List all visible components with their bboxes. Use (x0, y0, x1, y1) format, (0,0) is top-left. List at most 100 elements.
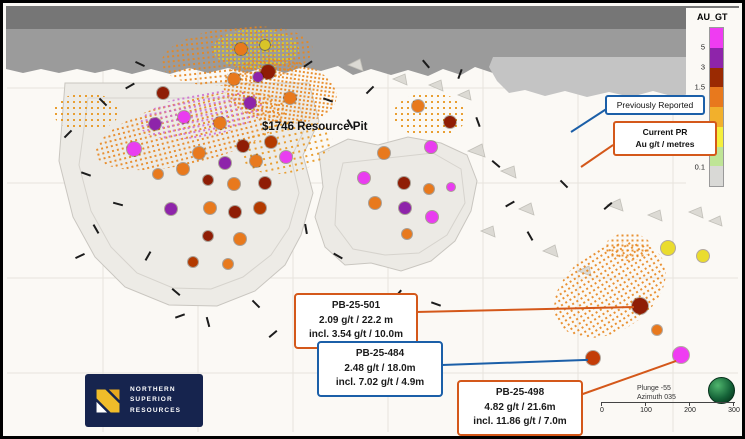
scale-tick-label: 0 (600, 407, 604, 414)
scale-tick (733, 402, 734, 406)
previously-reported-legend: Previously Reported (605, 95, 705, 115)
drill-pierce-point (399, 202, 411, 214)
hole-id: PB-25-498 (495, 387, 545, 398)
included-intercept: incl. 11.86 g/t / 7.0m (473, 416, 567, 427)
colorbar-segment (710, 67, 723, 88)
colorbar-label: 0.1 (694, 162, 705, 172)
drill-pierce-point (378, 147, 390, 159)
colorbar-segment (710, 87, 723, 107)
drill-pierce-point (426, 211, 438, 223)
drill-pierce-point (260, 40, 270, 50)
drill-pierce-point (214, 117, 226, 129)
colorbar-label: 1.5 (694, 82, 705, 92)
drill-pierce-point (235, 43, 247, 55)
drill-pierce-point (250, 155, 262, 167)
drill-pierce-point (219, 157, 231, 169)
drill-pierce-point (165, 203, 177, 215)
drill-pierce-point (280, 151, 292, 163)
drill-pierce-point (259, 177, 271, 189)
orientation-sphere (708, 377, 735, 404)
drill-pierce-point (149, 118, 161, 130)
drill-pierce-point (229, 206, 241, 218)
drill-points-layer (3, 3, 742, 436)
drill-pierce-point (425, 141, 437, 153)
colorbar-label: 3 (700, 62, 705, 72)
included-intercept: incl. 7.02 g/t / 4.9m (335, 377, 425, 388)
drill-pierce-point (586, 351, 600, 365)
drill-pierce-point (632, 298, 648, 314)
mineralization-stipple (53, 93, 119, 131)
drill-pierce-point (424, 184, 434, 194)
drill-pierce-point (203, 175, 213, 185)
callout-pb-25-484: PB-25-484 2.48 g/t / 18.0m incl. 7.02 g/… (317, 341, 443, 397)
scale-bar: 0 100 200 300 (600, 402, 740, 417)
logo-icon (96, 389, 120, 412)
drill-pierce-point (204, 202, 216, 214)
drill-pierce-point (157, 87, 169, 99)
plunge-label: Plunge -55 (637, 385, 671, 392)
intercept: 2.48 g/t / 18.0m (344, 362, 416, 374)
callout-pb-25-501: PB-25-501 2.09 g/t / 22.2 m incl. 3.54 g… (294, 293, 418, 349)
scale-bar-line (601, 402, 735, 403)
company-logo: NORTHERN SUPERIOR RESOURCES (85, 374, 203, 427)
drill-pierce-point (661, 241, 675, 255)
drill-pierce-point (228, 73, 240, 85)
logo-line1: NORTHERN (130, 385, 176, 393)
terrain-right-band (489, 57, 739, 97)
azimuth-label: Azimuth 035 (637, 394, 676, 402)
current-pr-label-line2: Au g/t / metres (635, 139, 695, 150)
current-pr-legend: Current PR Au g/t / metres (613, 121, 717, 156)
resource-pit-label: $1746 Resource Pit (262, 121, 368, 133)
drill-pierce-point (402, 229, 412, 239)
pit-contour (334, 152, 466, 256)
colorbar-segment (710, 166, 723, 186)
intercept: 2.09 g/t / 22.2 m (319, 314, 393, 326)
drill-pierce-point (177, 163, 189, 175)
drill-pierce-point (237, 140, 249, 152)
drill-pierce-point (203, 231, 213, 241)
current-pr-label-line1: Current PR (642, 127, 688, 137)
resource-pit-shell-right (314, 136, 478, 272)
drill-pierce-point (412, 100, 424, 112)
hole-id: PB-25-501 (331, 300, 381, 311)
previously-reported-label: Previously Reported (616, 100, 694, 110)
drill-pierce-point (265, 136, 277, 148)
included-intercept: incl. 3.54 g/t / 10.0m (309, 329, 403, 340)
terrain-top-band (6, 6, 739, 29)
colorbar-segment (710, 28, 723, 48)
drill-pierce-point (284, 92, 296, 104)
legend-title: AU_GT (697, 12, 728, 22)
drill-pierce-point (193, 147, 205, 159)
drill-pierce-point (261, 65, 275, 79)
drill-pierce-point (178, 111, 190, 123)
intercept: 4.82 g/t / 21.6m (484, 401, 556, 413)
callout-pb-25-498: PB-25-498 4.82 g/t / 21.6m incl. 11.86 g… (457, 380, 583, 436)
drill-pierce-point (244, 97, 256, 109)
logo-line2: SUPERIOR (130, 396, 173, 404)
hole-id: PB-25-484 (355, 348, 405, 359)
drill-pierce-point (444, 116, 456, 128)
colorbar-segment (710, 47, 723, 68)
drill-pierce-point (697, 250, 709, 262)
drill-pierce-point (153, 169, 163, 179)
drill-pierce-point (369, 197, 381, 209)
colorbar (709, 27, 724, 187)
drill-pierce-point (358, 172, 370, 184)
drill-pierce-point (673, 347, 689, 363)
drill-pierce-point (127, 142, 141, 156)
logo-line3: RESOURCES (130, 406, 182, 414)
drill-pierce-point (652, 325, 662, 335)
scale-tick (601, 402, 602, 406)
scale-tick-label: 100 (640, 407, 652, 414)
colorbar-label: 5 (700, 42, 705, 52)
mineralization-stipple (605, 233, 651, 261)
drill-pierce-point (188, 257, 198, 267)
scale-tick (645, 402, 646, 406)
drill-pierce-point (228, 178, 240, 190)
drill-pierce-point (254, 202, 266, 214)
drill-pierce-point (223, 259, 233, 269)
orientation-info: Plunge -55 Azimuth 035 (637, 384, 676, 403)
scale-tick-label: 200 (684, 407, 696, 414)
drill-pierce-point (253, 72, 263, 82)
